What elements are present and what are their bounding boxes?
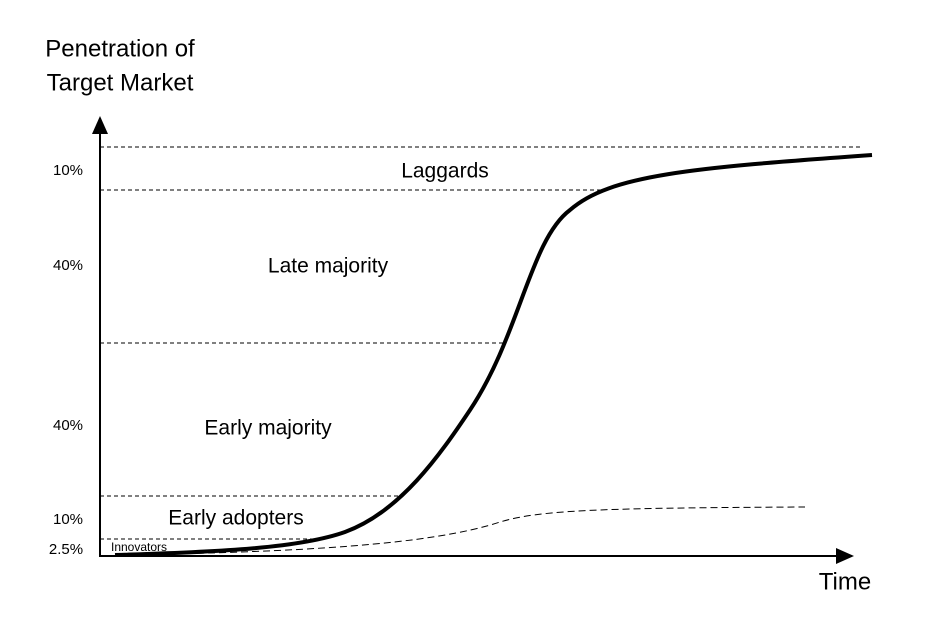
cumulative-curve xyxy=(114,153,873,557)
segment-label: Laggards xyxy=(401,160,489,183)
segment-label: Innovators xyxy=(111,540,167,554)
y-axis-label: Penetration of xyxy=(45,35,195,62)
segment-share: 2.5% xyxy=(49,541,83,558)
segment-label: Early majority xyxy=(204,417,332,440)
segment-share: 40% xyxy=(53,417,83,434)
x-axis-label: Time xyxy=(819,568,871,595)
segment-label: Early adopters xyxy=(168,507,303,530)
segment-label: Late majority xyxy=(268,255,389,278)
y-axis-label: Target Market xyxy=(47,69,194,96)
segment-share: 40% xyxy=(53,257,83,274)
segment-share: 10% xyxy=(53,162,83,179)
segment-share: 10% xyxy=(53,511,83,528)
adoption-curve xyxy=(119,506,806,556)
